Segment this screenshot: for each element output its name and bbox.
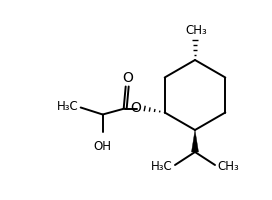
Polygon shape <box>191 130 199 152</box>
Text: H₃C: H₃C <box>57 100 79 113</box>
Text: OH: OH <box>94 140 112 152</box>
Text: H₃C: H₃C <box>151 160 173 173</box>
Text: O: O <box>122 72 133 86</box>
Text: O: O <box>130 102 141 116</box>
Text: CH₃: CH₃ <box>185 24 207 38</box>
Text: CH₃: CH₃ <box>217 160 239 173</box>
